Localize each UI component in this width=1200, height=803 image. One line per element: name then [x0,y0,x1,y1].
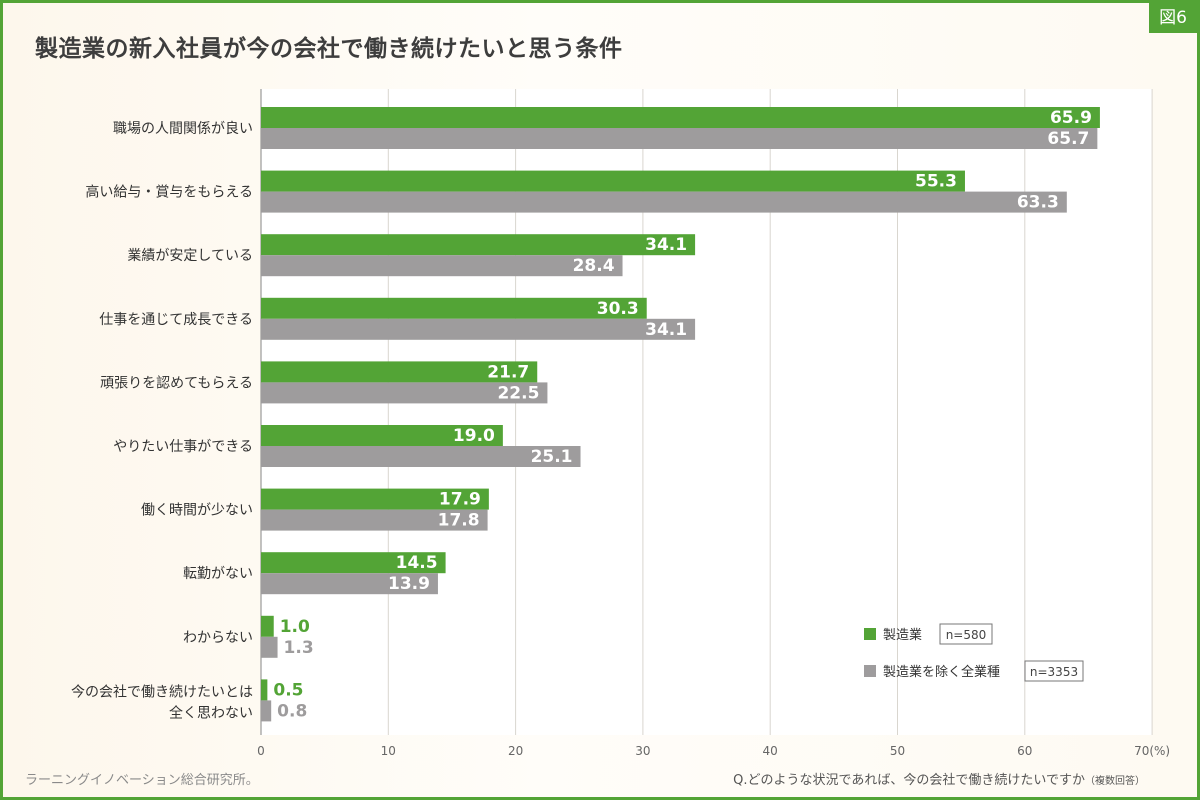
data-label: 34.1 [645,320,687,340]
data-label: 22.5 [497,383,539,403]
question-note: （複数回答） [1085,776,1145,787]
category-label: 働く時間が少ない [141,503,253,519]
data-label: 55.3 [915,172,957,192]
figure-badge: 図6 [1149,3,1197,33]
category-label: 転勤がない [183,566,253,582]
category-label: 頑張りを認めてもらえる [100,375,253,391]
bar-manufacturing [261,552,446,574]
x-tick-label: 20 [508,744,523,758]
category-label: やりたい仕事ができる [113,439,253,455]
chart-title: 製造業の新入社員が今の会社で働き続けたいと思う条件 [35,36,623,62]
question-label: Q.どのような状況であれば、今の会社で働き続けたいですか（複数回答） [733,769,1145,788]
data-label: 1.0 [280,617,310,637]
data-label: 0.8 [277,701,307,721]
bar-others [261,573,438,595]
data-label: 65.7 [1047,129,1089,149]
x-tick-label: 50 [890,744,905,758]
bar-manufacturing [261,615,274,637]
bar-others [261,318,696,340]
bar-manufacturing [261,425,503,446]
source-label: ラーニングイノベーション総合研究所。 [25,773,259,788]
bar-others [261,446,581,467]
data-label: 13.9 [388,574,430,594]
bar-others [261,509,488,531]
data-label: 17.9 [439,490,481,510]
bar-manufacturing [261,488,489,510]
x-tick-label: 10 [381,744,396,758]
x-tick-label: 60 [1017,744,1032,758]
bar-chart: 0 10 20 30 40 50 60 70(%) 職場の人間関係が良い 65.965.7 高い給与… [71,89,1170,758]
bar-manufacturing [261,170,965,192]
data-label: 34.1 [645,235,687,255]
bar-others [261,255,623,277]
data-label: 65.9 [1050,108,1092,128]
bar-others [261,382,548,404]
data-label: 0.5 [273,680,303,700]
x-tick-label: 0 [257,744,265,758]
data-label: 21.7 [487,362,529,382]
legend-n-box [1024,660,1084,682]
bar-manufacturing [261,679,268,701]
category-label: 仕事を通じて成長できる [99,312,253,328]
category-label: 業績が安定している [127,248,253,264]
category-label: 高い給与・賞与をもらえる [85,184,253,201]
legend-n-label: n=3353 [1030,665,1078,679]
bar-manufacturing [261,361,538,383]
legend-label: 製造業を除く全業種 [883,664,1000,680]
category-label: わからない [183,630,253,646]
x-tick-label: 70(%) [1134,744,1170,758]
data-label: 25.1 [531,447,573,467]
bar-manufacturing [261,234,696,256]
data-label: 19.0 [453,426,495,446]
data-label: 63.3 [1017,193,1059,213]
data-label: 30.3 [597,299,639,319]
data-label: 28.4 [573,256,615,276]
data-label: 14.5 [396,553,438,573]
x-tick-label: 30 [635,744,650,758]
bar-manufacturing [261,297,647,319]
bar-manufacturing [261,107,1100,128]
legend-swatch [864,628,876,640]
data-label: 1.3 [284,638,314,658]
legend-n-box [939,623,993,645]
category-label: 職場の人間関係が良い [113,121,253,137]
bar-others [261,700,272,722]
category-label: 全く思わない [169,704,253,721]
bar-others [261,191,1067,213]
x-tick-label: 40 [763,744,778,758]
bar-others [261,636,278,658]
category-label: 今の会社で働き続けたいとは [71,683,253,700]
data-label: 17.8 [438,511,480,531]
bar-others [261,128,1098,149]
legend-swatch [864,665,876,677]
question-text: Q.どのような状況であれば、今の会社で働き続けたいですか [733,773,1085,788]
legend-n-label: n=580 [946,628,987,642]
legend-label: 製造業 [883,627,922,643]
